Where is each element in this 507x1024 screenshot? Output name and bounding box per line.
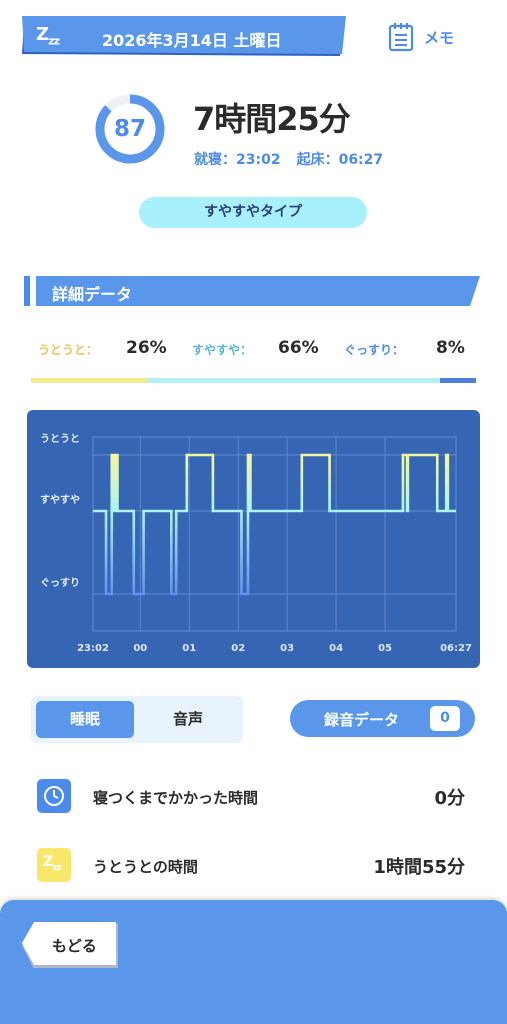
recording-count: 0: [430, 706, 460, 731]
chart-frame: [92, 436, 457, 632]
memo-label: メモ: [424, 28, 455, 47]
chart-x-tick-label: 03: [280, 643, 294, 654]
chart-x-tick-label: 02: [231, 643, 245, 654]
list-item-sleep-latency: 寝つくまでかかった時間 0分: [37, 779, 467, 813]
stage-label-medium: すやすや：: [192, 343, 253, 357]
tab-sleep[interactable]: 睡眠: [36, 701, 134, 738]
chart-level-label: ぐっすり: [40, 577, 80, 589]
stage-label-light: うとうと：: [38, 343, 99, 357]
date-banner: Zzz 2026年3月14日 土曜日: [22, 16, 346, 58]
waketime: 起床：06:27: [296, 152, 384, 168]
section-header: 詳細データ: [24, 276, 480, 306]
recording-data-button[interactable]: 録音データ 0: [290, 700, 475, 737]
section-title: 詳細データ: [52, 285, 133, 304]
chart-x-tick-label: 01: [182, 643, 196, 654]
sleep-stage-line: [93, 453, 456, 596]
zz-icon: Zzz: [37, 848, 71, 882]
sleep-score-ring: 87: [94, 93, 166, 165]
chart-x-tick-label: 00: [133, 643, 147, 654]
row-label: 寝つくまでかかった時間: [93, 789, 259, 807]
chart-x-tick-label: 05: [378, 643, 392, 654]
sleep-stage-chart: うとうとすやすやぐっすり 23:02 00 01 02 03 04 05 06:27: [27, 410, 480, 668]
stage-stats: うとうと： 26% すやすや： 66% ぐっすり： 8%: [38, 338, 468, 360]
score-value: 87: [113, 116, 146, 142]
stage-value-deep: 8%: [436, 338, 465, 358]
ratio-segment-light: [31, 378, 147, 383]
chart-x-tick-label: 04: [329, 643, 343, 654]
stage-label-deep: ぐっすり：: [344, 343, 405, 357]
back-button[interactable]: もどる: [22, 922, 118, 968]
row-label: うとうとの時間: [93, 858, 198, 876]
clock-icon: [37, 779, 71, 813]
chart-level-label: うとうと: [40, 433, 80, 445]
notepad-icon: [388, 23, 414, 52]
stage-ratio-bar: [31, 378, 476, 383]
chart-x-tick-label: 23:02: [77, 643, 109, 654]
sleep-type-badge: すやすやタイプ: [139, 197, 367, 228]
view-tabs: 睡眠 音声: [31, 696, 243, 743]
ratio-segment-medium: [146, 378, 441, 383]
stage-value-medium: 66%: [278, 338, 319, 358]
chart-x-tick-label: 06:27: [440, 643, 472, 654]
memo-button[interactable]: メモ: [388, 22, 454, 52]
sleep-zz-icon: Zzz: [36, 24, 60, 48]
tab-audio[interactable]: 音声: [172, 710, 203, 728]
score-arc: [95, 94, 165, 164]
chart-level-label: すやすや: [40, 494, 80, 506]
list-item-light-sleep: Zzz うとうとの時間 1時間55分: [37, 848, 467, 882]
back-label: もどる: [52, 937, 97, 955]
stage-value-light: 26%: [126, 338, 167, 358]
bedtime: 就寝：23:02: [194, 152, 281, 168]
sleep-duration: 7時間25分: [193, 100, 351, 138]
sleep-times: 就寝：23:02 起床：06:27: [194, 149, 383, 169]
date-text: 2026年3月14日 土曜日: [102, 31, 282, 50]
recording-label: 録音データ: [324, 711, 400, 729]
ratio-segment-deep: [440, 378, 476, 383]
row-value: 0分: [434, 788, 465, 809]
row-value: 1時間55分: [373, 857, 465, 878]
